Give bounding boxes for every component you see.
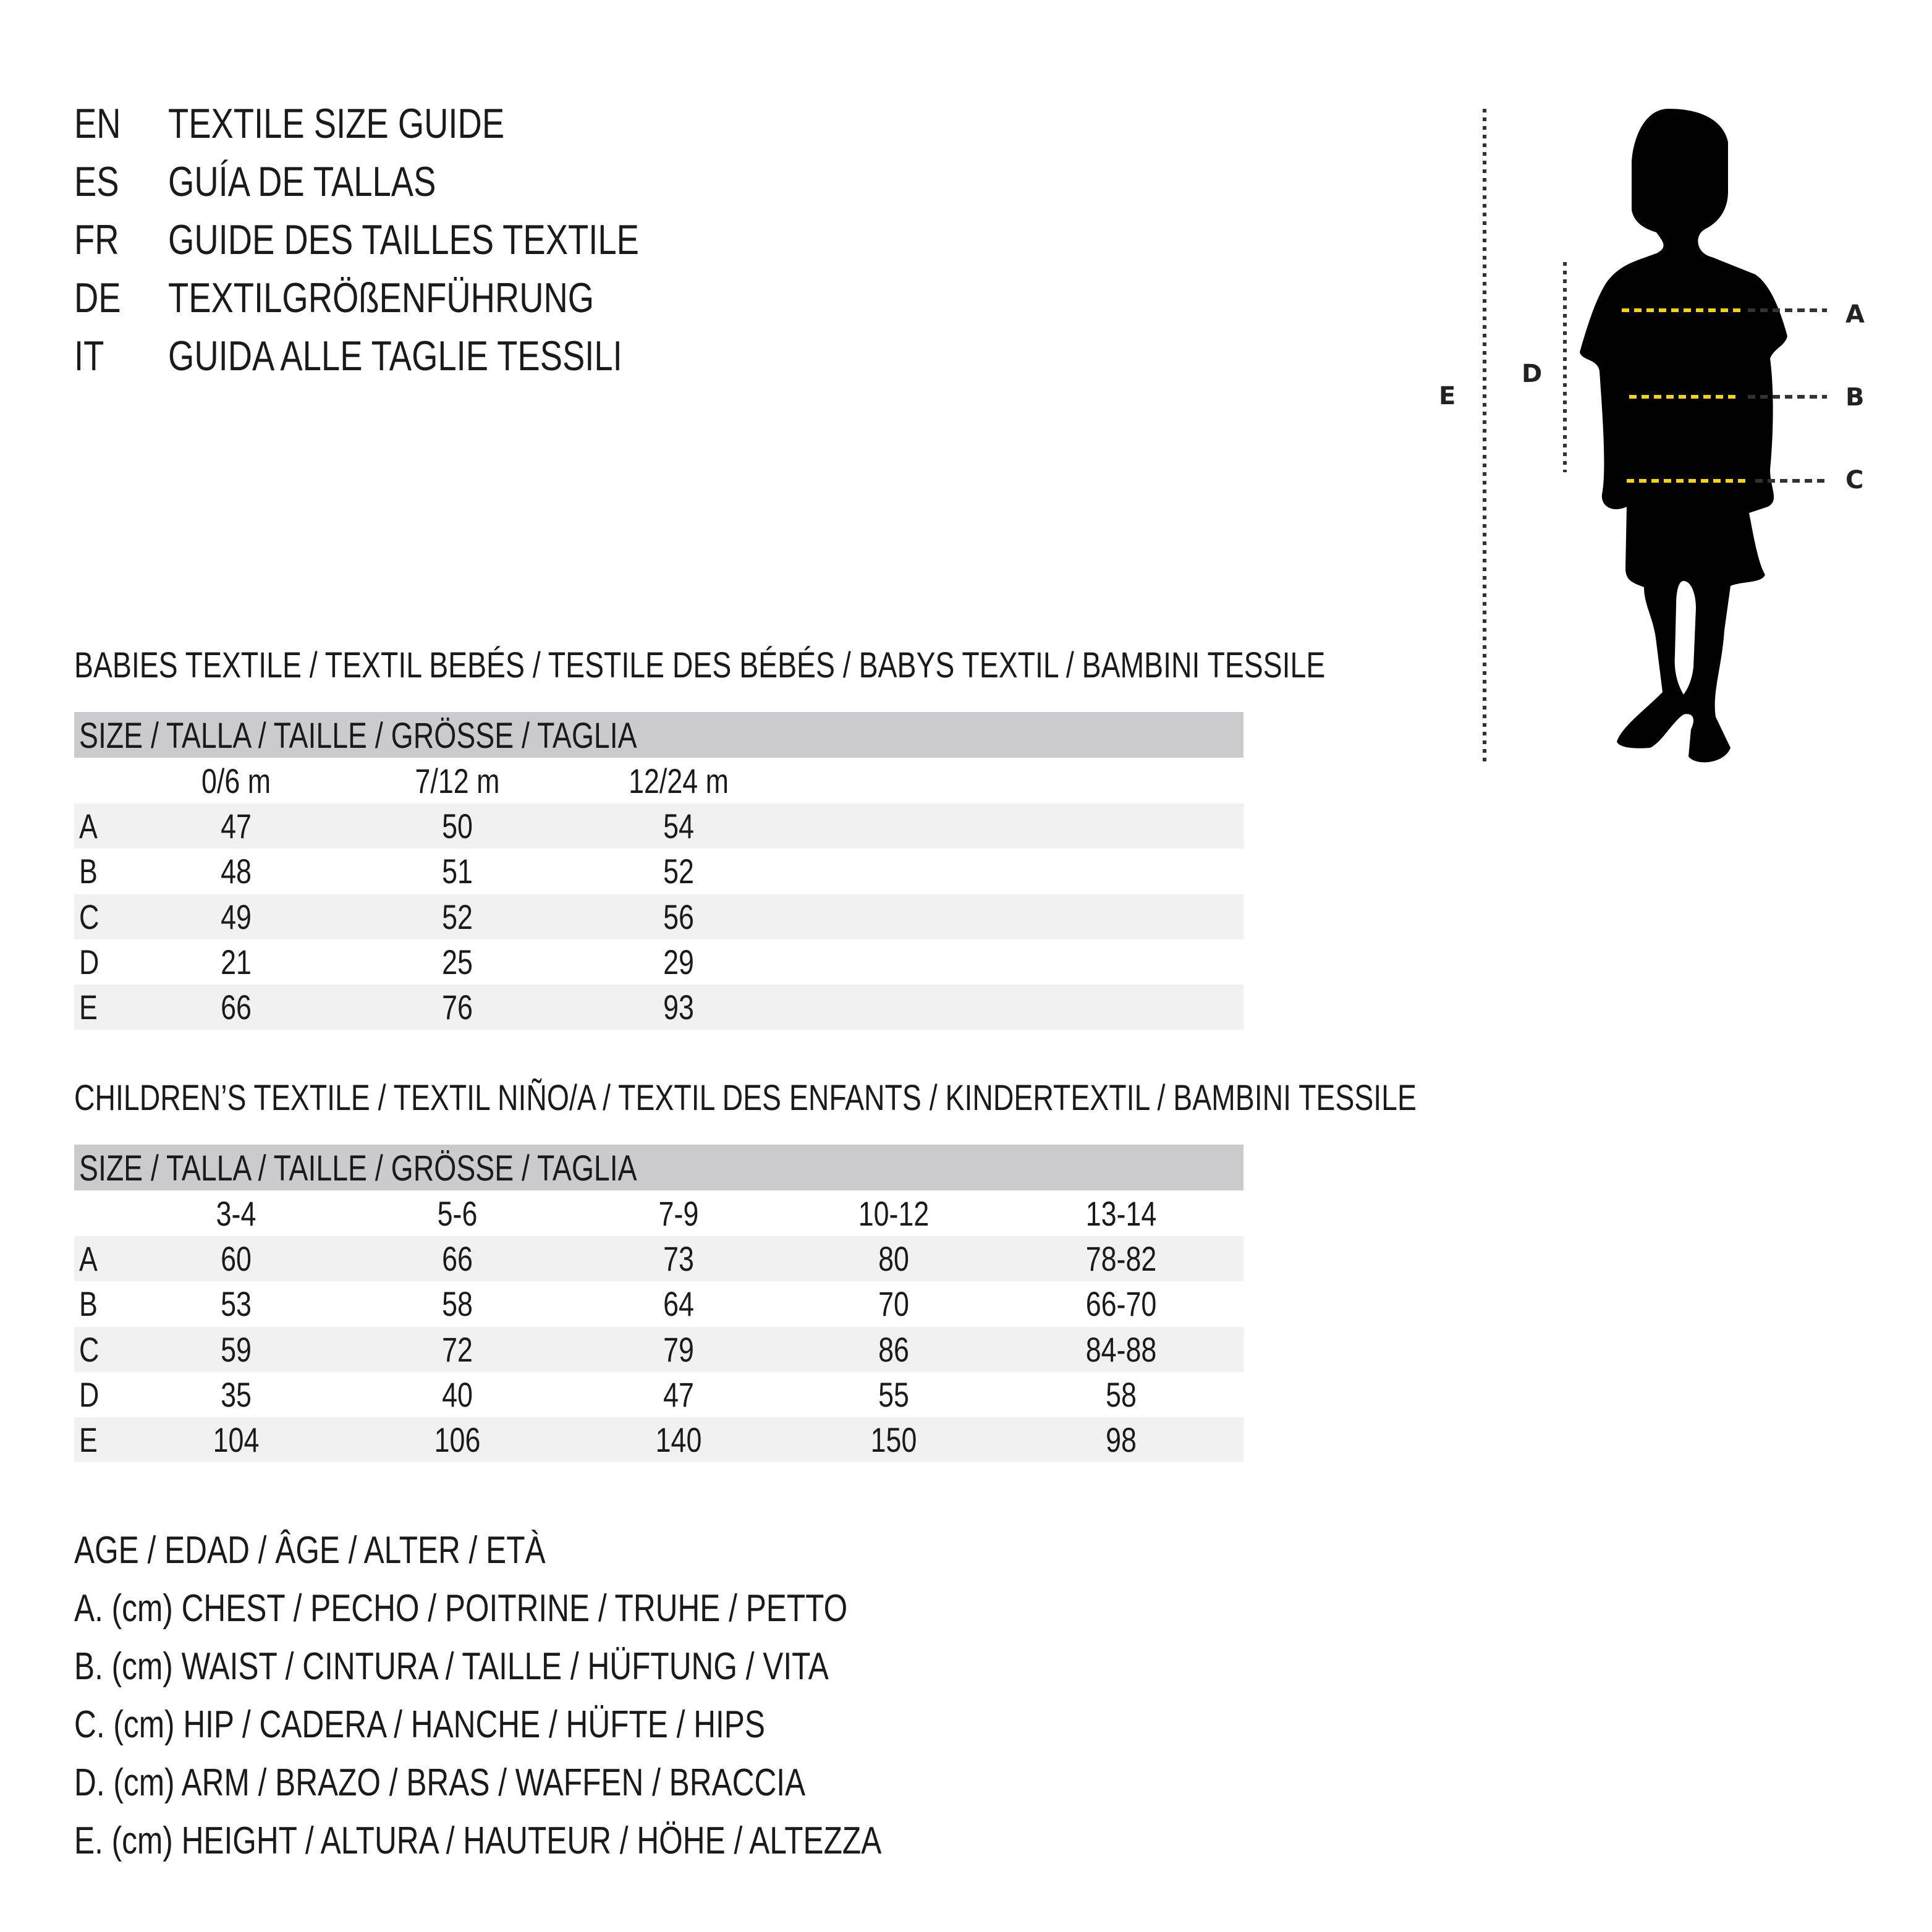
table-cell: 50 <box>442 807 473 845</box>
row-label: B <box>79 852 98 891</box>
children-size-header-bar <box>74 1145 1244 1190</box>
language-code: DE <box>74 274 121 321</box>
table-cell: 72 <box>442 1329 473 1369</box>
language-code: FR <box>74 216 119 263</box>
table-cell: 29 <box>663 942 694 981</box>
row-label: D <box>79 942 100 981</box>
babies-heading: BABIES TEXTILE / TEXTIL BEBÉS / TESTILE … <box>74 645 1326 685</box>
legend-item: E. (cm) HEIGHT / ALTURA / HAUTEUR / HÖHE… <box>74 1820 882 1862</box>
babies-size-header: SIZE / TALLA / TAILLE / GRÖSSE / TAGLIA <box>79 716 637 756</box>
title-text: GUIDA ALLE TAGLIE TESSILI <box>168 333 622 379</box>
table-cell: 52 <box>663 852 694 891</box>
table-cell: 58 <box>1106 1375 1137 1414</box>
table-row: E 104 106 140 150 98 <box>74 1417 1244 1463</box>
title-text: GUIDE DES TAILLES TEXTILE <box>168 216 639 263</box>
table-cell: 52 <box>442 897 473 936</box>
table-cell: 86 <box>878 1329 909 1369</box>
table-cell: 66 <box>221 988 252 1027</box>
legend-item: A. (cm) CHEST / PECHO / POITRINE / TRUHE… <box>74 1587 848 1630</box>
table-cell: 64 <box>663 1284 694 1324</box>
column-header: 7-9 <box>658 1194 699 1233</box>
column-header: 13-14 <box>1085 1194 1157 1233</box>
table-cell: 140 <box>655 1420 702 1460</box>
label-a: A <box>1845 300 1865 329</box>
table-cell: 48 <box>221 852 252 891</box>
row-label: C <box>79 897 100 936</box>
row-label: B <box>79 1284 98 1324</box>
table-cell: 25 <box>442 942 473 981</box>
title-text: TEXTILE SIZE GUIDE <box>168 100 505 147</box>
table-cell: 79 <box>663 1329 694 1369</box>
table-row: D 21 25 29 <box>74 939 1244 985</box>
legend-item: C. (cm) HIP / CADERA / HANCHE / HÜFTE / … <box>74 1703 765 1746</box>
language-code: IT <box>74 333 104 379</box>
row-label: D <box>79 1375 100 1414</box>
row-label: A <box>79 1239 98 1278</box>
label-b: B <box>1845 383 1865 412</box>
table-row: B 48 51 52 <box>74 849 1244 894</box>
table-row: A 47 50 54 <box>74 803 1244 849</box>
column-header: 5-6 <box>437 1194 478 1233</box>
label-d: D <box>1522 360 1542 388</box>
table-cell: 49 <box>221 897 252 936</box>
table-cell: 54 <box>663 807 694 845</box>
legend-item: D. (cm) ARM / BRAZO / BRAS / WAFFEN / BR… <box>74 1761 806 1804</box>
child-silhouette-icon <box>1580 109 1787 763</box>
table-cell: 35 <box>221 1375 252 1414</box>
title-text: TEXTILGRÖßENFÜHRUNG <box>168 274 595 321</box>
label-c: C <box>1845 466 1863 494</box>
table-cell: 21 <box>221 942 252 981</box>
table-cell: 70 <box>878 1284 909 1324</box>
language-code: EN <box>74 100 121 147</box>
column-header: 3-4 <box>216 1194 256 1233</box>
table-row: C 49 52 56 <box>74 894 1244 939</box>
children-size-header: SIZE / TALLA / TAILLE / GRÖSSE / TAGLIA <box>79 1148 637 1188</box>
table-cell: 150 <box>870 1420 917 1460</box>
title-text: GUÍA DE TALLAS <box>168 158 436 205</box>
table-cell: 40 <box>442 1375 473 1414</box>
child-silhouette-figure: A B C D E <box>1439 109 1865 766</box>
column-header: 12/24 m <box>629 761 729 800</box>
row-label: A <box>79 807 98 845</box>
column-header: 7/12 m <box>415 761 500 800</box>
table-cell: 80 <box>878 1239 909 1278</box>
table-cell: 78-82 <box>1085 1239 1157 1278</box>
table-cell: 73 <box>663 1239 694 1278</box>
row-label: E <box>79 1420 98 1460</box>
column-header: 0/6 m <box>201 761 271 800</box>
table-row: E 66 76 93 <box>74 985 1244 1030</box>
legend-item: AGE / EDAD / ÂGE / ALTER / ETÀ <box>74 1529 546 1572</box>
column-header: 10-12 <box>858 1194 930 1233</box>
table-cell: 66 <box>442 1239 473 1278</box>
table-cell: 98 <box>1106 1420 1137 1460</box>
table-cell: 58 <box>442 1284 473 1324</box>
table-cell: 93 <box>663 988 694 1027</box>
table-cell: 106 <box>434 1420 481 1460</box>
language-code: ES <box>74 158 119 205</box>
table-row: D 35 40 47 55 58 <box>74 1372 1244 1417</box>
table-cell: 66-70 <box>1085 1284 1157 1324</box>
row-label: E <box>79 988 98 1027</box>
label-e: E <box>1439 382 1455 410</box>
babies-size-header-bar <box>74 712 1244 758</box>
table-cell: 60 <box>221 1239 252 1278</box>
table-cell: 55 <box>878 1375 909 1414</box>
children-heading: CHILDREN’S TEXTILE / TEXTIL NIÑO/A / TEX… <box>74 1078 1417 1118</box>
table-cell: 76 <box>442 988 473 1027</box>
row-label: C <box>79 1329 100 1369</box>
table-cell: 47 <box>663 1375 694 1414</box>
table-row: A 60 66 73 80 78-82 <box>74 1236 1244 1281</box>
table-cell: 59 <box>221 1329 252 1369</box>
table-cell: 47 <box>221 807 252 845</box>
legend-item: B. (cm) WAIST / CINTURA / TAILLE / HÜFTU… <box>74 1645 829 1688</box>
table-cell: 53 <box>221 1284 252 1324</box>
table-cell: 56 <box>663 897 694 936</box>
table-cell: 84-88 <box>1085 1329 1157 1369</box>
leg-gap <box>1674 581 1696 695</box>
table-cell: 104 <box>213 1420 260 1460</box>
table-row: C 59 72 79 86 84-88 <box>74 1326 1244 1372</box>
table-cell: 51 <box>442 852 473 891</box>
table-row: B 53 58 64 70 66-70 <box>74 1281 1244 1326</box>
